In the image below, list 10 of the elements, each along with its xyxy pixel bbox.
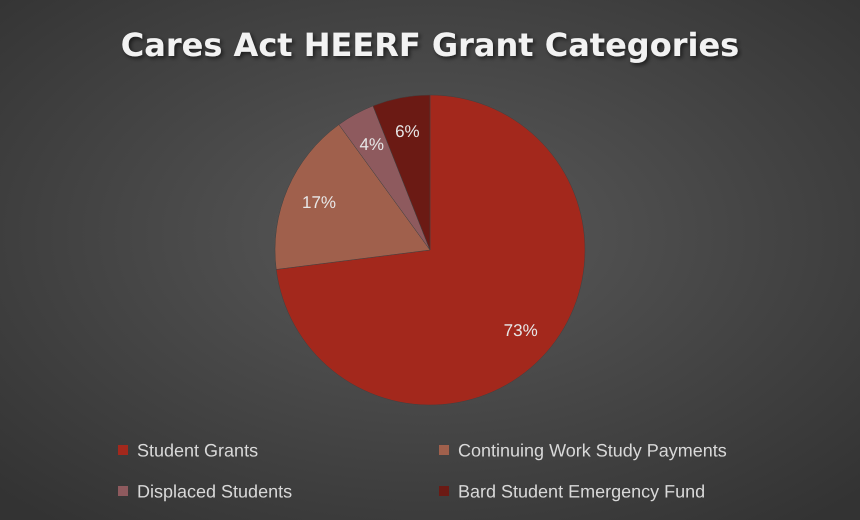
chart-title: Cares Act HEERF Grant Categories [120,26,740,64]
slice-label: Student Grants [137,440,258,460]
data-label: 6% [395,122,420,142]
legend-label: Continuing Work Study Payments [458,440,727,460]
legend-label: Displaced Students [137,481,292,502]
data-label: 4% [359,135,384,154]
legend-label: Bard Student Emergency Fund [458,481,706,502]
pie-slice [276,94,586,406]
data-label: 17% [302,192,336,212]
data-label: 73% [504,320,538,340]
